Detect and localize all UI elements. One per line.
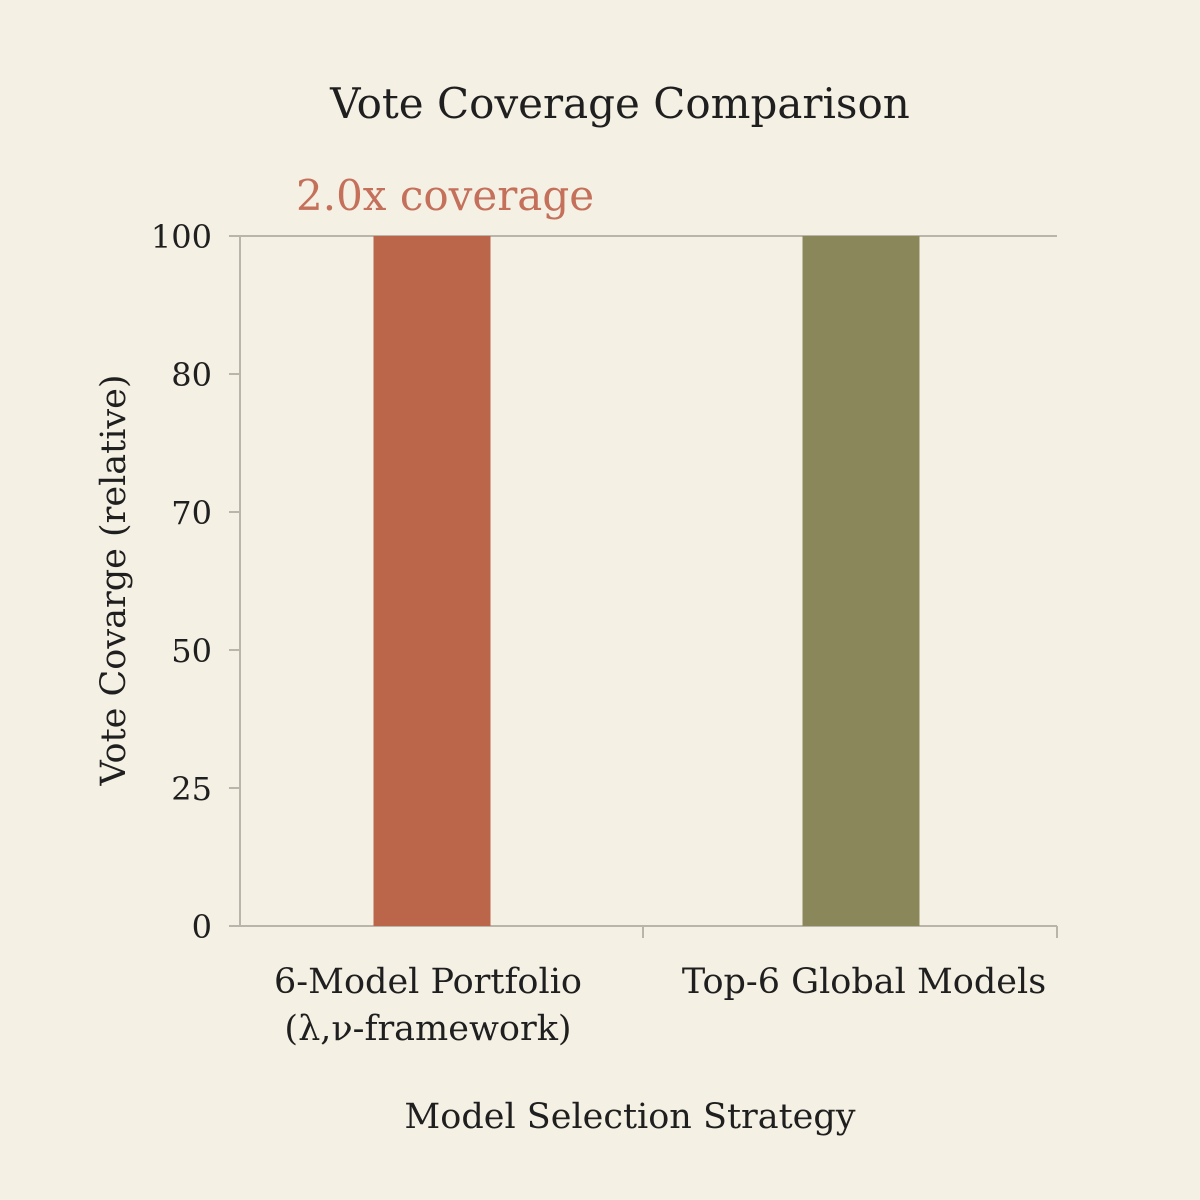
y-tick-label: 0	[192, 908, 212, 946]
x-tick-label: (λ,ν-framework)	[284, 1009, 571, 1049]
coverage-annotation: 2.0x coverage	[296, 171, 594, 220]
chart-title: Vote Coverage Comparison	[329, 79, 910, 128]
bar	[802, 236, 920, 926]
y-tick-label: 70	[171, 494, 212, 532]
y-tick-label: 80	[171, 356, 212, 394]
y-tick-label: 50	[171, 632, 212, 670]
bar	[373, 236, 491, 926]
x-tick-label: Top-6 Global Models	[682, 962, 1046, 1002]
x-axis-label: Model Selection Strategy	[404, 1097, 855, 1137]
y-tick-label: 25	[171, 770, 212, 808]
plot-area: 100 80 70 50 25 0 6-Model Portfolio (λ,ν-framew…	[151, 171, 1058, 1049]
y-axis-label: Vote Covarge (relative)	[94, 374, 134, 786]
x-tick-label: 6-Model Portfolio	[274, 962, 582, 1002]
y-tick-label: 100	[151, 218, 212, 256]
